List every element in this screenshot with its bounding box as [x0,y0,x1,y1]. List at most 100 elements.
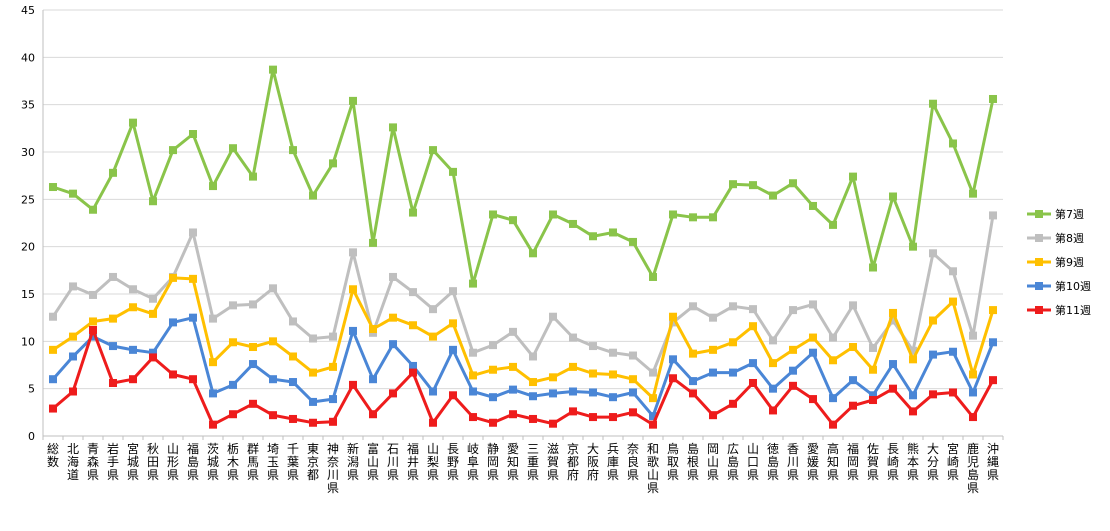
data-point [749,359,757,368]
data-point [669,312,677,321]
data-point [409,368,417,377]
data-point [469,371,477,380]
data-point [269,284,277,293]
x-tick-label: 京都府 [567,442,579,482]
data-point [789,306,797,315]
x-tick-label: 奈良県 [627,442,639,482]
data-point [889,360,897,369]
data-point [409,361,417,370]
data-point [209,420,217,429]
data-point [389,313,397,322]
data-point [669,355,677,364]
data-point [909,242,917,251]
x-tick-label: 福岡県 [847,441,859,482]
data-point [609,370,617,379]
data-point [649,412,657,421]
data-point [969,189,977,198]
x-tick-label: 富山県 [367,441,379,482]
data-point [749,378,757,387]
data-point [769,406,777,415]
x-tick-label: 岩手県 [107,441,119,482]
data-point [149,353,157,362]
data-point [269,375,277,384]
data-point [349,248,357,257]
series-4 [49,313,997,421]
x-tick-label: 鳥取県 [667,441,679,482]
data-point [929,99,937,108]
y-tick-label: 20 [21,241,35,254]
data-point [649,394,657,403]
y-tick-label: 15 [21,288,35,301]
data-point [789,366,797,375]
data-point [329,395,337,404]
data-point [469,348,477,357]
legend-label: 第8週 [1055,231,1084,245]
data-point [249,360,257,369]
x-tick-label: 北海道 [67,442,79,482]
data-point [869,263,877,272]
data-point [49,375,57,384]
x-tick-label: 山形県 [167,442,179,482]
data-point [329,159,337,168]
data-point [509,216,517,225]
data-point [449,167,457,176]
data-point [709,368,717,377]
legend-swatch-marker [1035,234,1043,242]
data-point [569,362,577,371]
x-tick-label: 群馬県 [247,442,259,482]
data-point [849,343,857,352]
data-point [409,208,417,217]
x-tick-label: 和歌山県 [647,442,659,495]
data-point [289,146,297,155]
data-point [169,273,177,282]
x-tick-label: 鹿児島県 [967,441,979,495]
data-point [849,301,857,310]
x-tick-label: 香川県 [787,442,799,482]
series-line [52,68,995,286]
data-point [589,369,597,378]
data-point [529,392,537,401]
legend-swatch-marker [1035,306,1043,314]
data-point [729,338,737,347]
data-point [189,274,197,283]
x-tick-label: 宮城県 [127,441,139,482]
y-tick-label: 0 [28,430,35,443]
data-point [289,414,297,423]
data-point [869,365,877,374]
data-point [429,387,437,396]
data-point [349,380,357,389]
data-point [709,313,717,322]
x-tick-label: 静岡県 [487,442,499,482]
data-point [109,272,117,281]
data-point [429,146,437,155]
data-point [209,358,217,367]
data-point [689,389,697,398]
data-point [69,332,77,341]
data-point [329,417,337,426]
data-point [129,375,137,384]
x-tick-label: 総数 [47,442,59,469]
y-tick-label: 5 [28,383,35,396]
data-point [869,343,877,352]
x-tick-label: 沖縄県 [987,442,999,482]
data-point [149,309,157,318]
data-point [329,362,337,371]
data-point [609,413,617,422]
legend-label: 第11週 [1055,303,1091,317]
data-point [769,359,777,368]
data-point [889,316,897,325]
data-point [589,342,597,351]
data-point [729,180,737,189]
x-tick-labels: 総数北海道青森県岩手県宮城県秋田県山形県福島県茨城県栃木県群馬県埼玉県千葉県東京… [47,441,999,495]
x-tick-label: 福井県 [407,441,419,482]
data-point [449,345,457,354]
data-point [989,211,997,220]
data-point [449,319,457,328]
legend-label: 第9週 [1055,255,1084,269]
data-point [569,219,577,228]
data-point [609,228,617,237]
data-point [889,308,897,317]
data-point [949,347,957,356]
